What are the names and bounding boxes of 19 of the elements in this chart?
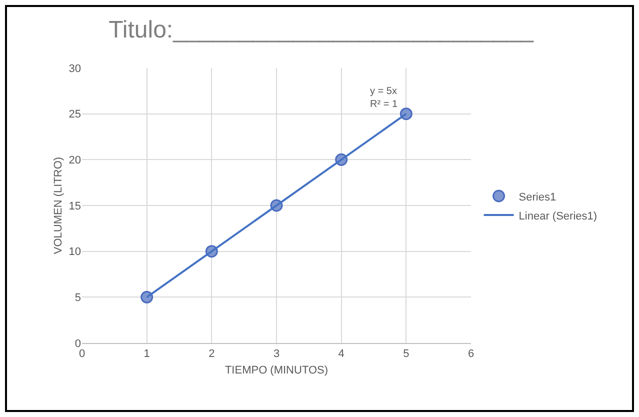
x-tick-label: 3 (273, 348, 280, 360)
y-tick-label: 0 (74, 338, 81, 350)
x-tick-label: 4 (338, 348, 344, 360)
annotation: y = 5x R² = 1 (370, 86, 398, 110)
y-tick-label: 20 (68, 154, 81, 167)
y-tick-label: 30 (68, 62, 81, 75)
y-tick-label: 5 (74, 292, 81, 304)
x-tick-label: 6 (468, 348, 474, 360)
x-tick-label: 1 (144, 348, 150, 360)
legend-label: Linear (Series1) (518, 210, 598, 222)
legend-label: Series1 (518, 191, 556, 204)
x-tick-label: 2 (208, 348, 215, 360)
y-tick-label: 25 (68, 108, 81, 121)
y-tick-label: 15 (68, 200, 81, 212)
y-axis-title: VOLUMEN (LITRO) (52, 156, 64, 254)
y-tick-label: 10 (68, 246, 81, 258)
x-tick-label: 5 (403, 348, 410, 360)
chart-title: Titulo:___________________________ (108, 16, 534, 44)
x-axis-title: TIEMPO (MINUTOS) (224, 364, 328, 376)
